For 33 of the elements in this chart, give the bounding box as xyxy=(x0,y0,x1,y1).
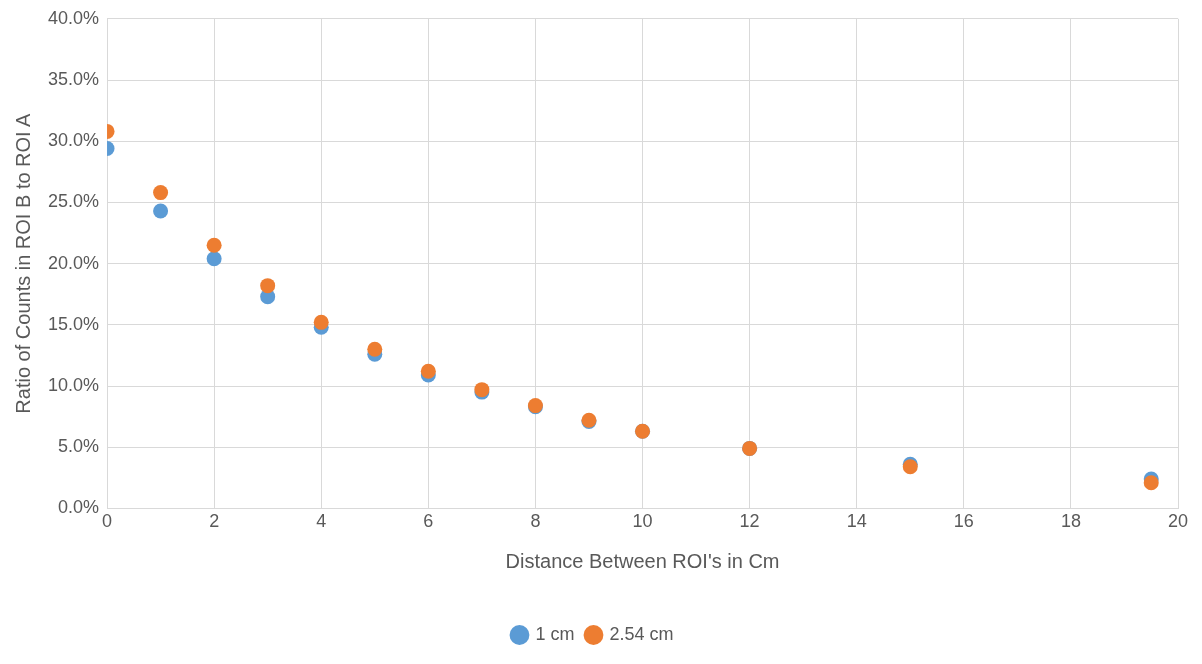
x-tick-label: 18 xyxy=(1060,511,1081,532)
x-tick-label: 6 xyxy=(423,511,434,532)
y-tick-label: 30.0% xyxy=(47,130,100,151)
legend-label: 1 cm xyxy=(535,623,575,644)
y-tick-label: 35.0% xyxy=(47,68,100,89)
y-tick-label: 0.0% xyxy=(58,497,100,518)
point xyxy=(367,341,383,357)
x-tick-label: 12 xyxy=(739,511,760,532)
x-tick-label: 4 xyxy=(316,511,327,532)
point xyxy=(420,363,436,379)
y-tick-label: 15.0% xyxy=(47,313,100,334)
x-tick-label: 10 xyxy=(632,511,653,532)
x-tick-label: 0 xyxy=(102,511,113,532)
x-tick-label: 8 xyxy=(530,511,541,532)
x-axis-title: Distance Between ROI's in Cm xyxy=(505,549,780,572)
point xyxy=(260,278,276,294)
y-tick-label: 5.0% xyxy=(58,436,100,457)
x-tick-label: 16 xyxy=(953,511,974,532)
point xyxy=(206,237,222,253)
y-tick-label: 10.0% xyxy=(47,374,100,395)
point xyxy=(313,314,329,330)
point xyxy=(153,203,169,219)
y-tick-label: 40.0% xyxy=(47,7,100,28)
x-tick-label: 20 xyxy=(1167,511,1189,532)
y-axis-title: Ratio of Counts in ROI B to ROI A xyxy=(11,112,34,414)
x-tick-label: 2 xyxy=(209,511,220,532)
y-tick-label: 25.0% xyxy=(47,191,100,212)
legend-label: 2.54 cm xyxy=(609,623,674,644)
x-tick-label: 14 xyxy=(846,511,867,532)
point xyxy=(153,185,169,201)
y-tick-label: 20.0% xyxy=(47,252,100,273)
point xyxy=(1143,475,1159,491)
point xyxy=(206,251,222,267)
